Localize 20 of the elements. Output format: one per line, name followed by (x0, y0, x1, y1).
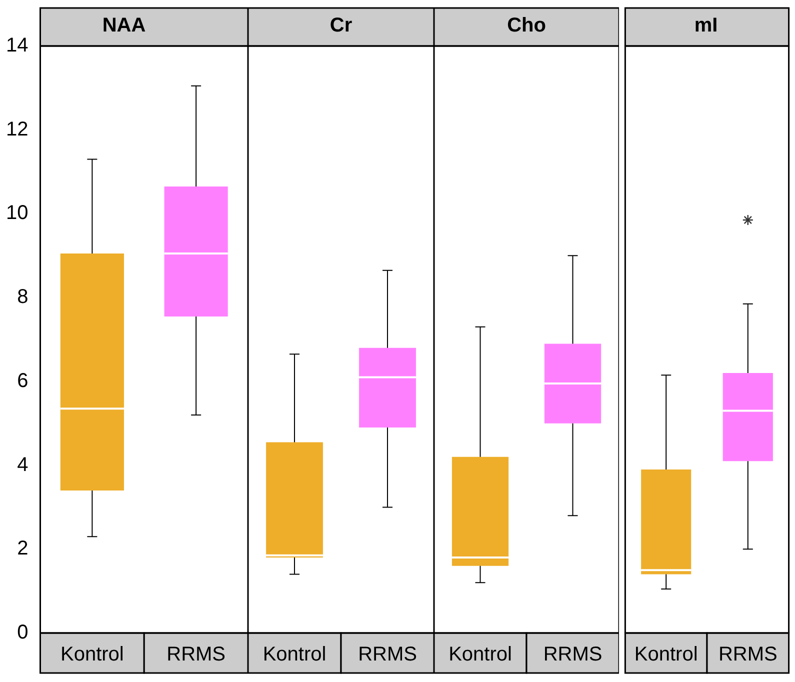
x-tick-label: Kontrol (262, 644, 326, 666)
x-tick-label: RRMS (718, 644, 778, 666)
y-tick-label: 4 (17, 454, 28, 476)
y-tick-label: 6 (17, 370, 28, 392)
x-tick-label: RRMS (166, 644, 226, 666)
chart-title: Cho (507, 14, 546, 37)
x-tick-label: Kontrol (634, 644, 698, 666)
y-tick-label: 14 (6, 34, 28, 57)
chart-title: NAA (102, 14, 146, 37)
y-tick-label: 10 (6, 202, 28, 224)
y-tick-label: 2 (17, 538, 28, 560)
x-tick-label: Kontrol (60, 644, 124, 666)
y-tick-label: 0 (17, 622, 28, 644)
chart-title: mI (694, 14, 718, 37)
y-tick-label: 12 (6, 118, 28, 140)
y-tick-label: 8 (17, 286, 28, 308)
x-tick-label: Kontrol (448, 644, 512, 666)
x-tick-label: RRMS (543, 644, 602, 666)
x-tick-label: RRMS (358, 644, 417, 666)
chart-title: Cr (330, 14, 352, 37)
